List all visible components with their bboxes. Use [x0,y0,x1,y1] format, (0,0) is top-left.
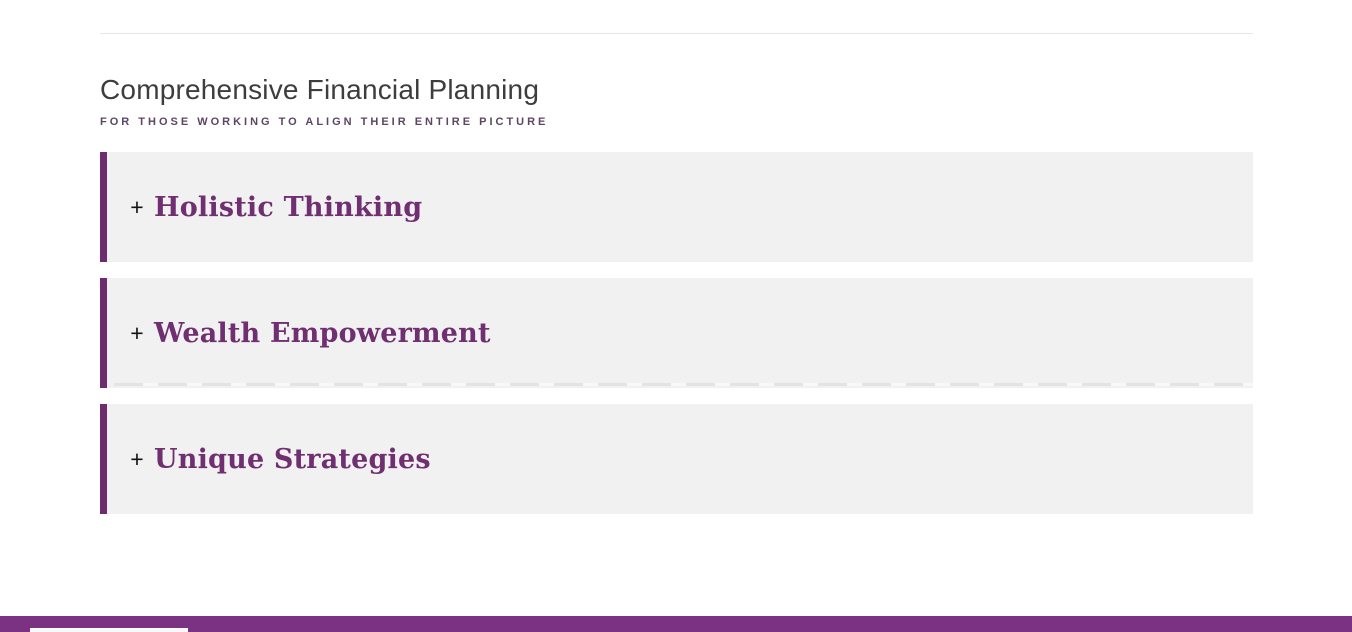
footer-card-partial [30,628,188,632]
page-title: Comprehensive Financial Planning [100,74,540,105]
accordion-item-title: Wealth Empowerment [154,317,491,349]
accordion-item-title: Holistic Thinking [154,191,423,223]
accordion-item-unique-strategies[interactable]: + Unique Strategies [100,404,1253,514]
section-subtitle: FOR THOSE WORKING TO ALIGN THEIR ENTIRE … [100,116,549,128]
plus-icon: + [130,193,144,220]
footer-accent-bar [0,616,1352,632]
accordion-item-wealth-empowerment[interactable]: + Wealth Empowerment [100,278,1253,388]
plus-icon: + [130,445,144,472]
plus-icon: + [130,319,144,346]
accordion-item-title: Unique Strategies [154,443,431,475]
accordion-item-holistic-thinking[interactable]: + Holistic Thinking [100,152,1253,262]
accordion-list: + Holistic Thinking + Wealth Empowerment… [100,152,1253,514]
financial-planning-section: Comprehensive Financial Planning FOR THO… [100,33,1253,530]
section-divider [100,33,1253,34]
